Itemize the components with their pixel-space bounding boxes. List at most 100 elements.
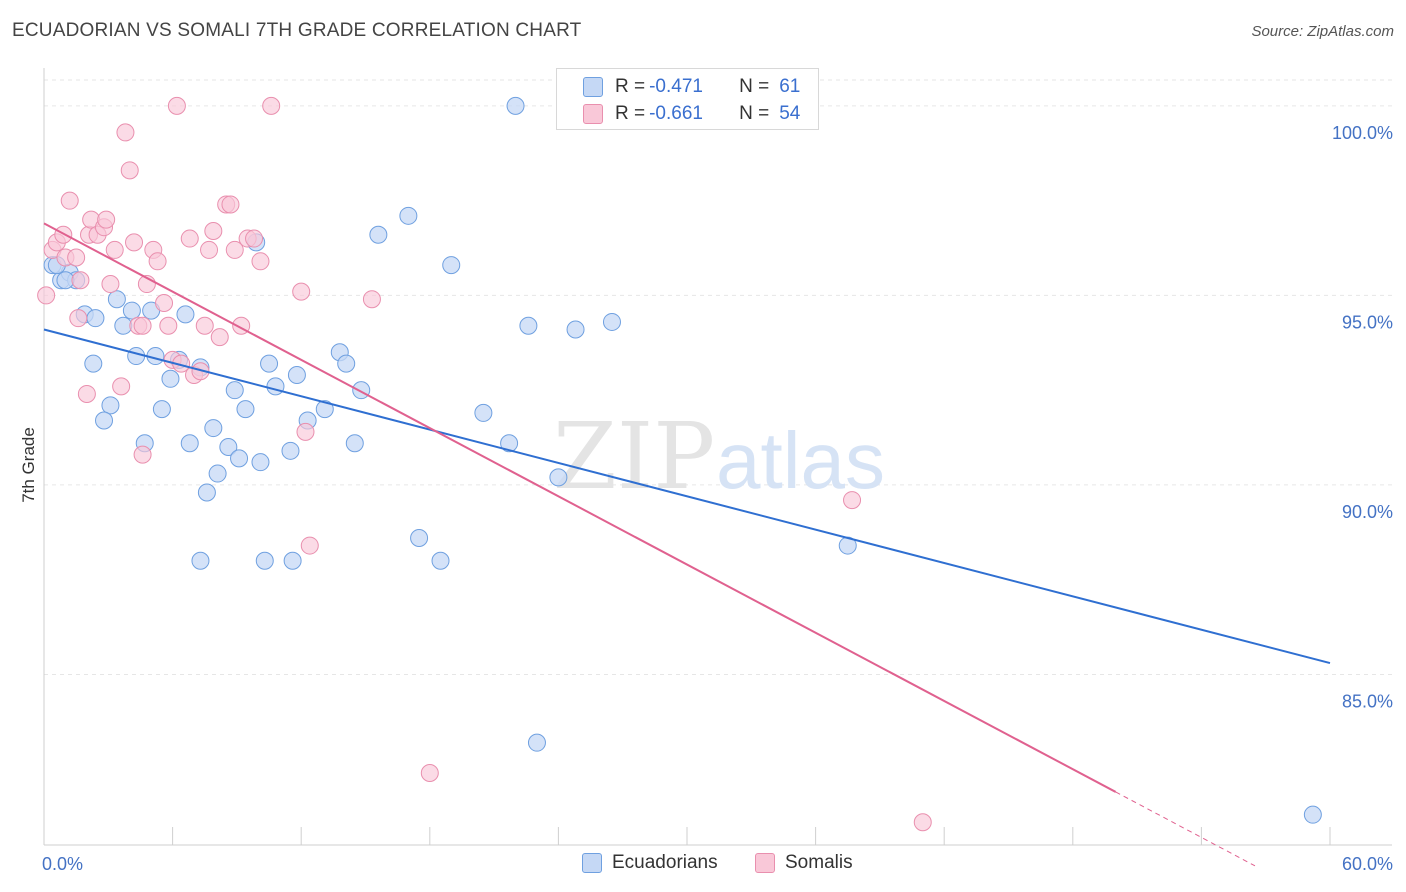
- y-tick-label: 100.0%: [1332, 123, 1393, 143]
- somali-point: [262, 96, 281, 115]
- somali-point: [167, 96, 186, 115]
- ecuadorian-point: [152, 400, 171, 419]
- legend-somalis-label: Somalis: [785, 852, 853, 873]
- ecuadorian-point: [506, 96, 525, 115]
- somali-point: [112, 377, 131, 396]
- watermark-zip: ZIP: [553, 403, 715, 510]
- y-tick-label: 95.0%: [1342, 312, 1393, 332]
- somali-point: [125, 233, 144, 252]
- ecuadorian-swatch: [583, 77, 603, 97]
- y-tick-label: 90.0%: [1342, 502, 1393, 522]
- ecuadorian-point: [431, 551, 450, 570]
- somali-point: [191, 362, 210, 381]
- ecuadorian-point: [95, 411, 114, 430]
- somali-point: [37, 286, 56, 305]
- legend-ecuadorians-label: Ecuadorians: [612, 852, 718, 873]
- somali-point: [133, 445, 152, 464]
- ecuadorian-point: [180, 434, 199, 453]
- tick-labels: 85.0% 90.0% 95.0% 100.0% 0.0% 60.0%: [42, 123, 1393, 874]
- somali-point: [245, 229, 264, 248]
- somali-point: [913, 813, 932, 832]
- somali-point: [362, 290, 381, 309]
- ecuadorian-point: [519, 316, 538, 335]
- grid-lines: [44, 79, 1392, 675]
- ecuadorian-point: [410, 528, 429, 547]
- ecuadorian-point: [208, 464, 227, 483]
- legend-n-label: N =: [739, 76, 770, 97]
- somali-point: [210, 328, 229, 347]
- legend-r-label: R =: [615, 103, 646, 124]
- somali-point: [292, 282, 311, 301]
- correlation-legend: R = -0.471 N = 61 R = -0.661 N = 54: [556, 68, 819, 130]
- somali-point: [180, 229, 199, 248]
- somali-point: [60, 191, 79, 210]
- ecuadorian-point: [122, 301, 141, 320]
- series-legend: Ecuadorians Somalis: [0, 852, 1406, 878]
- ecuadorian-point: [176, 305, 195, 324]
- somali-point: [97, 210, 116, 229]
- x-tick-label: 60.0%: [1342, 854, 1393, 874]
- watermark: ZIP atlas: [553, 403, 885, 510]
- somali-trend-line: [43, 222, 1117, 793]
- ecuadorian-point: [56, 271, 75, 290]
- ecuadorian-point: [283, 551, 302, 570]
- ecuadorian-point: [442, 256, 461, 275]
- somali-point: [155, 293, 174, 312]
- ecuadorian-point: [127, 347, 146, 366]
- somali-point: [300, 536, 319, 555]
- ecuadorian-point: [251, 453, 270, 472]
- legend-n-value: 54: [779, 103, 801, 124]
- somali-point: [221, 195, 240, 214]
- somali-point: [133, 316, 152, 335]
- ecuadorian-point: [107, 290, 126, 309]
- legend-item-somalis: Somalis: [755, 852, 853, 874]
- ecuadorian-point: [219, 438, 238, 457]
- ecuadorian-point: [191, 551, 210, 570]
- ecuadorian-point: [266, 377, 285, 396]
- ecuadorian-point: [500, 434, 519, 453]
- somali-point: [200, 240, 219, 259]
- somali-point: [67, 248, 86, 267]
- legend-r-label: R =: [615, 76, 646, 97]
- ecuadorian-point: [84, 354, 103, 373]
- ecuadorian-point: [345, 434, 364, 453]
- somali-point: [148, 252, 167, 271]
- ecuadorian-point: [287, 366, 306, 385]
- somali-points: [37, 96, 932, 832]
- ecuadorian-point: [255, 551, 274, 570]
- y-axis-label: 7th Grade: [19, 427, 38, 503]
- ecuadorian-point: [474, 403, 493, 422]
- watermark-atlas: atlas: [716, 416, 885, 505]
- somali-point: [159, 316, 178, 335]
- legend-row-somali: R = -0.661 N = 54: [583, 101, 800, 127]
- ecuadorian-point: [281, 441, 300, 460]
- ecuadorian-point: [527, 733, 546, 752]
- ecuadorian-point: [161, 369, 180, 388]
- ecuadorian-point: [315, 400, 334, 419]
- ecuadorian-point: [114, 316, 133, 335]
- somali-point: [54, 225, 73, 244]
- somali-point: [251, 252, 270, 271]
- somalis-swatch: [755, 853, 775, 873]
- somali-point: [69, 309, 88, 328]
- ecuadorian-point: [602, 312, 621, 331]
- ecuadorian-point: [86, 309, 105, 328]
- somali-point: [77, 384, 96, 403]
- somali-point: [225, 240, 244, 259]
- somali-point: [71, 271, 90, 290]
- somali-point: [116, 123, 135, 142]
- somali-swatch: [583, 104, 603, 124]
- ecuadorian-point: [337, 354, 356, 373]
- ecuadorian-point: [225, 381, 244, 400]
- trend-lines: [43, 222, 1331, 867]
- legend-n-label: N =: [739, 103, 770, 124]
- somali-point: [105, 240, 124, 259]
- legend-row-ecuadorian: R = -0.471 N = 61: [583, 74, 800, 100]
- somali-point: [101, 275, 120, 294]
- somali-point: [195, 316, 214, 335]
- ecuadorian-point: [197, 483, 216, 502]
- ecuadorian-point: [204, 419, 223, 438]
- axes: [43, 68, 1392, 846]
- ecuadorian-point: [260, 354, 279, 373]
